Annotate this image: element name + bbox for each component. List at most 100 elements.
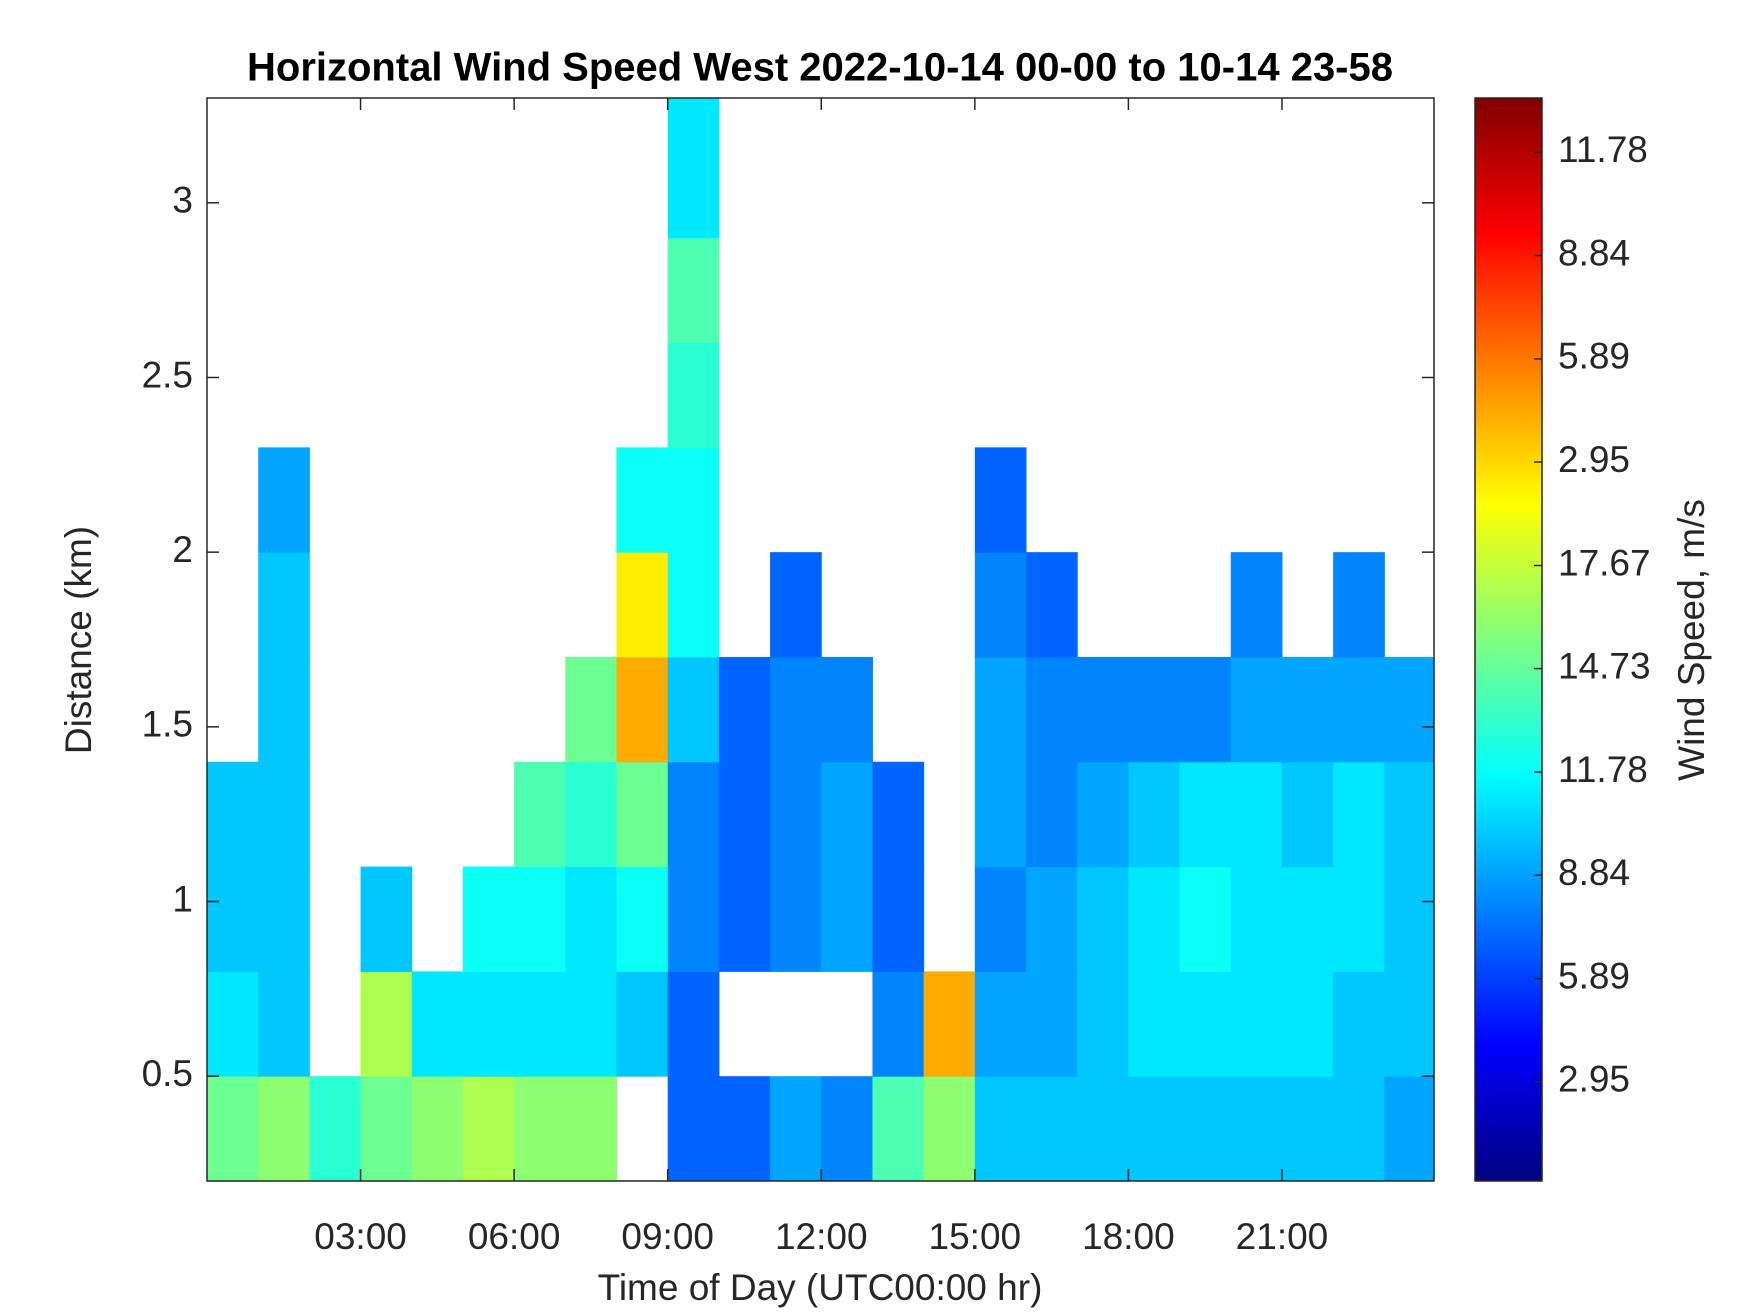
heat-cell xyxy=(1179,866,1232,972)
heat-cell xyxy=(1077,1076,1129,1182)
heat-cell xyxy=(207,761,259,868)
heat-cell xyxy=(514,1076,566,1182)
heat-cell xyxy=(616,761,669,868)
heat-cell xyxy=(1179,971,1232,1077)
heat-cell xyxy=(1026,971,1078,1077)
heat-cell xyxy=(1026,656,1078,763)
heat-cell xyxy=(872,971,925,1077)
heat-cell xyxy=(872,1076,925,1182)
heat-cell xyxy=(514,761,566,868)
heat-cell xyxy=(1077,971,1129,1077)
heat-cell xyxy=(462,971,515,1077)
heat-cell xyxy=(718,656,771,763)
heat-cell xyxy=(1333,656,1385,763)
heat-cell xyxy=(770,656,822,763)
plot-frame xyxy=(206,97,1435,1182)
heat-cell xyxy=(1026,552,1078,658)
heat-cell xyxy=(411,971,464,1077)
heat-cell xyxy=(207,866,259,972)
heat-cell xyxy=(718,761,771,868)
heat-cell xyxy=(821,1076,873,1182)
heat-cell xyxy=(667,866,720,972)
colorbar-tick-label: 2.95 xyxy=(1558,439,1630,480)
colorbar-tick-label: 17.67 xyxy=(1558,542,1651,583)
heat-cell xyxy=(258,761,310,868)
y-axis-label: Distance (km) xyxy=(58,526,99,754)
heat-cell xyxy=(1230,761,1283,868)
heat-cell xyxy=(258,1076,310,1182)
y-tick-label: 2 xyxy=(172,529,193,570)
heat-cell xyxy=(667,342,720,448)
heat-cell xyxy=(1281,866,1334,972)
heat-cell xyxy=(1281,971,1334,1077)
heat-cell xyxy=(821,761,873,868)
heat-cell xyxy=(1179,1076,1232,1182)
x-tick-label: 18:00 xyxy=(1082,1216,1175,1257)
heat-cell xyxy=(974,971,1027,1077)
chart-title: Horizontal Wind Speed West 2022-10-14 00… xyxy=(247,46,1393,90)
heat-cell xyxy=(616,447,669,553)
heat-cell xyxy=(565,1076,618,1182)
heat-cell xyxy=(1230,1076,1283,1182)
heat-cell xyxy=(667,552,720,658)
y-tick-label: 3 xyxy=(172,180,193,221)
heat-cell xyxy=(1179,656,1232,763)
heat-cell xyxy=(462,866,515,972)
heat-cell xyxy=(1384,866,1435,972)
y-tick-label: 2.5 xyxy=(142,354,193,395)
heat-cell xyxy=(1384,761,1435,868)
heat-cell xyxy=(258,971,310,1077)
x-tick-label: 03:00 xyxy=(314,1216,407,1257)
heat-cell xyxy=(923,971,976,1077)
heat-cell xyxy=(1128,866,1181,972)
heat-cell xyxy=(207,971,259,1077)
heat-cell xyxy=(667,1076,720,1182)
colorbar-tick-label: 11.78 xyxy=(1558,749,1648,790)
heat-cell xyxy=(1230,656,1283,763)
heat-cell xyxy=(616,866,669,972)
heat-cell xyxy=(411,1076,464,1182)
colorbar-tick-label: 2.95 xyxy=(1558,1059,1630,1100)
heat-cell xyxy=(872,761,925,868)
heat-cell xyxy=(667,761,720,868)
heat-cell xyxy=(1026,761,1078,868)
y-tick-label: 1.5 xyxy=(142,704,193,745)
heat-cell xyxy=(770,552,822,658)
colorbar-tick-label: 5.89 xyxy=(1558,955,1630,996)
heat-cell xyxy=(1077,761,1129,868)
heat-cell xyxy=(667,971,720,1077)
heat-cell xyxy=(1179,761,1232,868)
heat-cell xyxy=(1128,761,1181,868)
y-tick-label: 1 xyxy=(172,878,193,919)
heat-cell xyxy=(1128,971,1181,1077)
heat-cell xyxy=(974,656,1027,763)
heat-cell xyxy=(974,866,1027,972)
heat-cell xyxy=(360,866,413,972)
x-axis-label: Time of Day (UTC00:00 hr) xyxy=(598,1267,1043,1308)
colorbar-tick-label: 14.73 xyxy=(1558,645,1651,686)
heat-cell xyxy=(565,761,618,868)
heat-cell xyxy=(462,1076,515,1182)
heat-cell xyxy=(1281,1076,1334,1182)
heat-cell xyxy=(565,866,618,972)
heat-cell xyxy=(667,98,720,239)
y-tick-label: 0.5 xyxy=(142,1053,193,1094)
colorbar-tick-label: 11.78 xyxy=(1558,129,1648,170)
heat-cell xyxy=(1128,656,1181,763)
heat-cell xyxy=(770,761,822,868)
heat-cell xyxy=(565,971,618,1077)
heat-cell xyxy=(1333,761,1385,868)
x-tick-label: 21:00 xyxy=(1236,1216,1329,1257)
heat-cell xyxy=(1026,1076,1078,1182)
x-tick-label: 06:00 xyxy=(468,1216,561,1257)
colorbar-label: Wind Speed, m/s xyxy=(1671,499,1712,781)
colorbar xyxy=(1474,97,1543,1182)
heat-cell xyxy=(207,1076,259,1182)
heat-cell xyxy=(616,656,669,763)
heat-cell xyxy=(309,1076,362,1182)
heat-cell xyxy=(770,1076,822,1182)
heat-cell xyxy=(1281,761,1334,868)
heat-cell xyxy=(565,656,618,763)
heat-cell xyxy=(514,971,566,1077)
heat-cell xyxy=(718,1076,771,1182)
